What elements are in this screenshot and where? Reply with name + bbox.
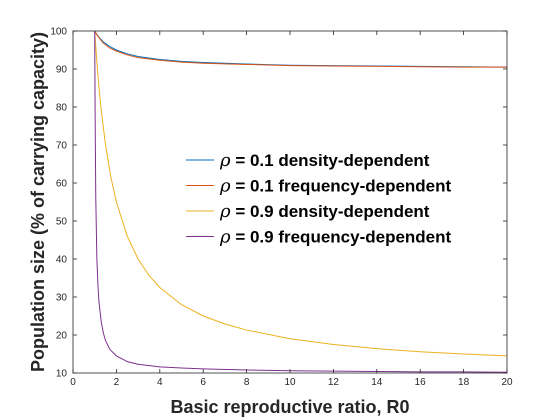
x-tick-label: 20 <box>501 377 513 388</box>
series-layer <box>94 30 508 373</box>
x-tick-label: 4 <box>157 377 163 388</box>
x-tick-label: 8 <box>244 377 250 388</box>
y-tick-label: 60 <box>56 179 68 190</box>
legend-text: = 0.1 frequency-dependent <box>231 177 452 196</box>
legend-entry-1: ρ = 0.1 density-dependent <box>219 150 430 171</box>
y-tick-label: 20 <box>56 331 68 342</box>
plot-area <box>73 31 507 373</box>
legend-rho-symbol: ρ <box>219 176 231 197</box>
x-tick-label: 16 <box>415 377 427 388</box>
x-tick-label: 14 <box>371 377 383 388</box>
legend-entry-4: ρ = 0.9 frequency-dependent <box>219 227 452 248</box>
x-tick-label: 6 <box>200 377 206 388</box>
y-tick-label: 40 <box>56 255 68 266</box>
plot-background <box>73 31 507 373</box>
y-tick-label: 90 <box>56 65 68 76</box>
x-tick-label: 10 <box>284 377 296 388</box>
y-tick-label: 50 <box>56 217 68 228</box>
x-tick-label: 2 <box>114 377 120 388</box>
x-tick-label: 12 <box>328 377 340 388</box>
axes-layer: 0 2 4 6 8 10 12 14 16 18 20 10 20 30 40 50 60 70 80 90 100 <box>50 27 513 389</box>
y-tick-label: 30 <box>56 293 68 304</box>
legend-entry-2: ρ = 0.1 frequency-dependent <box>219 176 452 197</box>
y-tick-label: 70 <box>56 141 68 152</box>
x-axis-label: Basic reproductive ratio, R0 <box>170 397 409 417</box>
y-tick-label: 10 <box>56 369 68 380</box>
y-tick-label: 100 <box>50 27 67 38</box>
series-line-3 <box>94 30 508 357</box>
y-tick-label: 80 <box>56 103 68 114</box>
legend-rho-symbol: ρ <box>219 150 231 171</box>
legend-text: = 0.1 density-dependent <box>231 151 430 170</box>
legend-text: = 0.9 density-dependent <box>231 202 430 221</box>
y-axis-label: Population size (% of carrying capacity) <box>28 32 48 372</box>
legend-entry-3: ρ = 0.9 density-dependent <box>219 201 430 222</box>
legend-text: = 0.9 frequency-dependent <box>231 228 452 247</box>
x-tick-label: 0 <box>70 377 76 388</box>
x-tick-label: 18 <box>458 377 470 388</box>
legend-rho-symbol: ρ <box>219 201 231 222</box>
series-line-2 <box>94 30 507 68</box>
legend-rho-symbol: ρ <box>219 227 231 248</box>
series-line-4 <box>94 30 508 373</box>
